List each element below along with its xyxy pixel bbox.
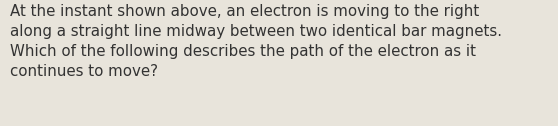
Text: At the instant shown above, an electron is moving to the right
along a straight : At the instant shown above, an electron … (10, 4, 502, 79)
